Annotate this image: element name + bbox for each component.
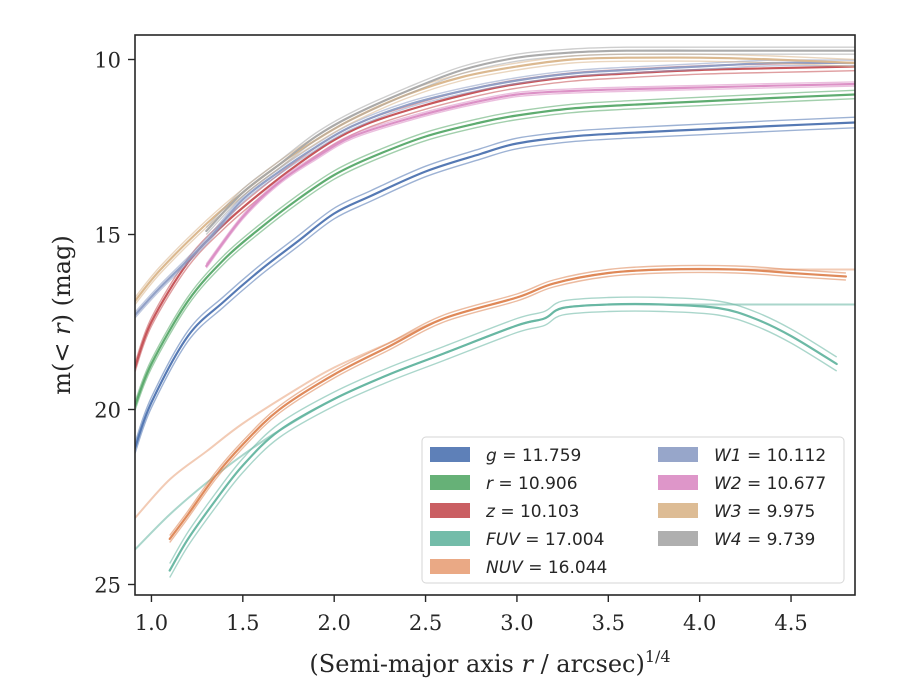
series-w3-band-upper bbox=[135, 53, 855, 298]
series-nuv-main-band-upper bbox=[169, 264, 846, 536]
legend-label: W4 = 9.739 bbox=[714, 530, 815, 550]
series-z-band-upper bbox=[135, 61, 855, 364]
series-w2-line bbox=[205, 82, 855, 268]
legend-label: r = 10.906 bbox=[486, 474, 578, 494]
y-axis: 10 15 20 25 bbox=[94, 49, 135, 598]
y-tick-label: 10 bbox=[94, 49, 121, 73]
legend-label: NUV = 16.044 bbox=[486, 558, 607, 578]
y-tick-label: 25 bbox=[94, 574, 121, 598]
series-z-band-lower bbox=[135, 70, 855, 372]
series-r bbox=[135, 89, 855, 411]
plot-frame bbox=[134, 34, 856, 596]
legend-swatch bbox=[430, 559, 470, 574]
x-axis: 1.0 1.5 2.0 2.5 3.0 3.5 4.0 4.5 bbox=[135, 595, 808, 635]
legend-swatch bbox=[658, 531, 698, 546]
series-w3-line bbox=[135, 56, 855, 303]
x-tick-label: 2.0 bbox=[317, 611, 350, 635]
series-g-band-lower bbox=[135, 127, 855, 454]
x-tick-label: 3.0 bbox=[500, 611, 533, 635]
series-g bbox=[135, 116, 855, 454]
legend-entry-w4: W4 = 9.739 bbox=[658, 530, 815, 550]
legend-swatch bbox=[658, 447, 698, 462]
y-tick-label: 20 bbox=[94, 399, 121, 423]
x-tick-label: 1.5 bbox=[226, 611, 259, 635]
legend-entry-w1: W1 = 10.112 bbox=[658, 446, 826, 466]
series-w4-line bbox=[205, 49, 855, 233]
x-axis-label: (Semi-major axis r / arcsec)1/4 bbox=[309, 647, 670, 678]
y-axis-label: m(< r) (mag) bbox=[48, 235, 76, 395]
series-w4-band-upper bbox=[205, 46, 855, 228]
series-nuv-main bbox=[168, 264, 847, 543]
series-w1-band-lower bbox=[135, 64, 855, 319]
legend-entry-g: g = 11.759 bbox=[430, 446, 581, 466]
series-w1-line bbox=[135, 61, 855, 317]
legend-label: g = 11.759 bbox=[486, 446, 581, 466]
series-g-line bbox=[135, 121, 855, 450]
x-tick-label: 2.5 bbox=[409, 611, 442, 635]
legend-entry-w3: W3 = 9.975 bbox=[658, 502, 815, 522]
series-w2-band-lower bbox=[205, 85, 855, 269]
legend-swatch bbox=[658, 475, 698, 490]
x-tick-label: 4.5 bbox=[774, 611, 807, 635]
legend-entry-fuv: FUV = 17.004 bbox=[430, 530, 604, 550]
series-fuv-main bbox=[168, 296, 838, 578]
series-r-band-upper bbox=[135, 89, 855, 403]
legend: g = 11.759 r = 10.906 z = 10.103 FUV = 17.0… bbox=[421, 436, 845, 584]
legend-swatch bbox=[430, 447, 470, 462]
series-layer bbox=[135, 46, 855, 578]
legend-swatch bbox=[430, 531, 470, 546]
series-w1 bbox=[135, 59, 855, 319]
series-w2-band-upper bbox=[205, 81, 855, 265]
y-tick-label: 15 bbox=[94, 224, 121, 248]
x-tick-label: 3.5 bbox=[592, 611, 625, 635]
legend-label: W3 = 9.975 bbox=[714, 502, 815, 522]
series-fuv-main-band-lower bbox=[169, 310, 838, 578]
series-fuv-main-band-upper bbox=[169, 296, 838, 564]
series-fuv-main-line bbox=[168, 302, 838, 572]
series-w1-band-upper bbox=[135, 59, 855, 313]
series-nuv-main-band-lower bbox=[169, 271, 846, 543]
legend-swatch bbox=[430, 503, 470, 518]
x-tick-label: 4.0 bbox=[683, 611, 716, 635]
series-w4 bbox=[205, 46, 855, 235]
series-r-band-lower bbox=[135, 98, 855, 411]
legend-label: W1 = 10.112 bbox=[714, 446, 826, 466]
legend-entry-z: z = 10.103 bbox=[430, 502, 579, 522]
legend-label: W2 = 10.677 bbox=[714, 474, 826, 494]
legend-label: FUV = 17.004 bbox=[486, 530, 604, 550]
legend-frame bbox=[421, 436, 845, 584]
series-w4-band-lower bbox=[205, 53, 855, 235]
legend-entry-r: r = 10.906 bbox=[430, 474, 578, 494]
series-g-band-upper bbox=[135, 116, 855, 444]
series-nuv-main-line bbox=[168, 267, 847, 541]
legend-entry-w2: W2 = 10.677 bbox=[658, 474, 826, 494]
series-w2 bbox=[205, 81, 855, 269]
series-r-line bbox=[135, 93, 855, 408]
legend-entry-nuv: NUV = 16.044 bbox=[430, 558, 607, 578]
legend-swatch bbox=[658, 503, 698, 518]
x-tick-label: 1.0 bbox=[135, 611, 168, 635]
legend-label: z = 10.103 bbox=[485, 502, 579, 522]
legend-swatch bbox=[430, 475, 470, 490]
